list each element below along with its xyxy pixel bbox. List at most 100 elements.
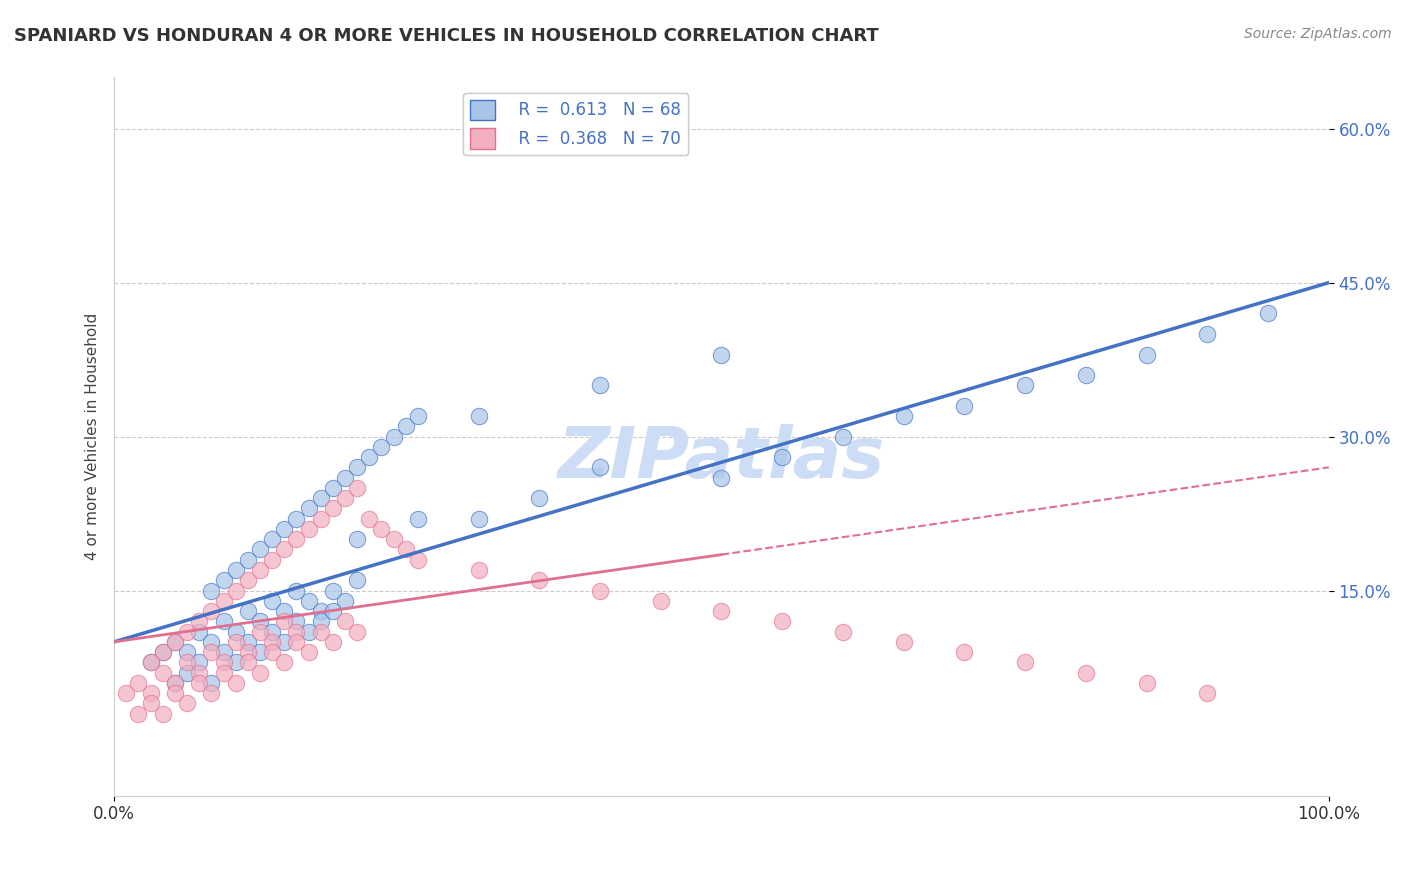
Point: [322, 583, 344, 598]
Point: [139, 656, 162, 670]
Point: [127, 706, 149, 721]
Point: [322, 604, 344, 618]
Point: [249, 624, 271, 639]
Point: [832, 429, 855, 443]
Point: [710, 470, 733, 484]
Point: [1135, 676, 1157, 690]
Point: [273, 604, 295, 618]
Point: [152, 645, 174, 659]
Point: [589, 583, 612, 598]
Point: [529, 574, 551, 588]
Point: [188, 656, 211, 670]
Point: [212, 594, 235, 608]
Point: [212, 615, 235, 629]
Point: [285, 615, 308, 629]
Point: [1074, 665, 1097, 680]
Point: [893, 635, 915, 649]
Point: [262, 624, 284, 639]
Point: [273, 635, 295, 649]
Point: [1257, 306, 1279, 320]
Point: [589, 460, 612, 475]
Point: [188, 665, 211, 680]
Point: [346, 624, 368, 639]
Point: [297, 522, 319, 536]
Point: [953, 399, 976, 413]
Text: ZIPatlas: ZIPatlas: [558, 424, 886, 492]
Point: [346, 533, 368, 547]
Point: [163, 635, 186, 649]
Point: [200, 676, 222, 690]
Point: [236, 604, 259, 618]
Point: [212, 656, 235, 670]
Point: [212, 645, 235, 659]
Point: [370, 522, 392, 536]
Point: [262, 635, 284, 649]
Point: [1197, 326, 1219, 341]
Point: [273, 615, 295, 629]
Point: [285, 533, 308, 547]
Point: [333, 470, 356, 484]
Point: [225, 563, 247, 577]
Point: [710, 347, 733, 361]
Point: [176, 624, 198, 639]
Point: [529, 491, 551, 505]
Point: [200, 686, 222, 700]
Point: [322, 635, 344, 649]
Point: [139, 686, 162, 700]
Point: [236, 574, 259, 588]
Point: [770, 615, 793, 629]
Point: [406, 511, 429, 525]
Point: [225, 583, 247, 598]
Point: [225, 635, 247, 649]
Point: [273, 656, 295, 670]
Point: [249, 542, 271, 557]
Point: [139, 697, 162, 711]
Point: [285, 511, 308, 525]
Point: [395, 419, 418, 434]
Point: [200, 645, 222, 659]
Point: [236, 656, 259, 670]
Point: [285, 624, 308, 639]
Text: SPANIARD VS HONDURAN 4 OR MORE VEHICLES IN HOUSEHOLD CORRELATION CHART: SPANIARD VS HONDURAN 4 OR MORE VEHICLES …: [14, 27, 879, 45]
Point: [262, 645, 284, 659]
Point: [225, 656, 247, 670]
Point: [832, 624, 855, 639]
Point: [273, 542, 295, 557]
Point: [297, 594, 319, 608]
Point: [212, 665, 235, 680]
Point: [163, 676, 186, 690]
Point: [309, 491, 332, 505]
Point: [370, 440, 392, 454]
Point: [333, 594, 356, 608]
Point: [1135, 347, 1157, 361]
Point: [236, 645, 259, 659]
Point: [953, 645, 976, 659]
Point: [467, 409, 489, 423]
Point: [893, 409, 915, 423]
Point: [188, 676, 211, 690]
Point: [710, 604, 733, 618]
Point: [200, 635, 222, 649]
Point: [176, 665, 198, 680]
Point: [467, 511, 489, 525]
Point: [249, 615, 271, 629]
Point: [333, 491, 356, 505]
Point: [309, 604, 332, 618]
Point: [346, 481, 368, 495]
Point: [176, 697, 198, 711]
Point: [285, 635, 308, 649]
Point: [127, 676, 149, 690]
Point: [163, 686, 186, 700]
Point: [212, 574, 235, 588]
Point: [382, 533, 405, 547]
Point: [139, 656, 162, 670]
Point: [1014, 378, 1036, 392]
Point: [152, 665, 174, 680]
Point: [309, 511, 332, 525]
Point: [322, 481, 344, 495]
Point: [262, 594, 284, 608]
Point: [770, 450, 793, 464]
Point: [589, 378, 612, 392]
Point: [359, 511, 381, 525]
Point: [359, 450, 381, 464]
